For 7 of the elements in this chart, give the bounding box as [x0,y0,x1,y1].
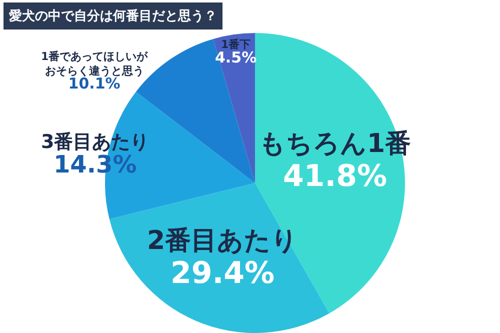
slice-label: 2番目あたり [147,226,298,256]
slice-label: 1番であってほしいがおそらく違うと思う [41,50,149,78]
data-label: 29.4% [170,256,275,291]
chart-title: 愛犬の中で自分は何番目だと思う？ [9,8,217,24]
slice-label: 1番下 [220,38,251,51]
slice-label: 3番目あたり [41,131,150,153]
data-label: 41.8% [283,158,388,194]
